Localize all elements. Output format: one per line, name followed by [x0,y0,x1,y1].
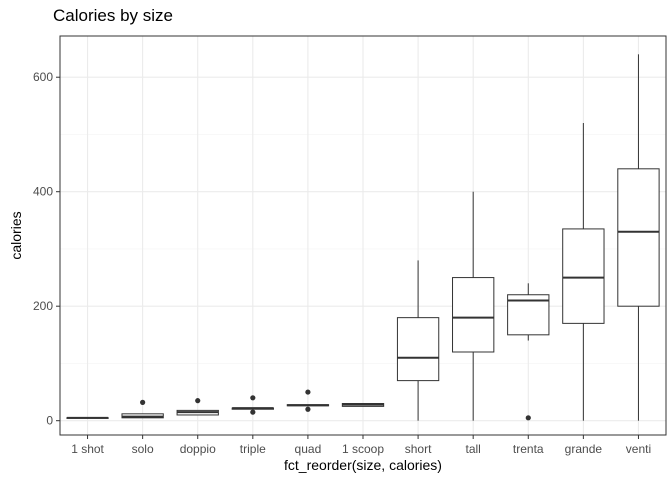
chart-title: Calories by size [53,6,173,25]
box-venti [617,54,660,421]
x-tick-label: doppio [180,442,216,456]
box-1-shot [66,416,109,419]
box-1-scoop [341,403,385,407]
box-solo [121,399,164,419]
box-grande [562,123,605,421]
outlier-point [525,415,531,421]
x-tick-label: triple [240,442,266,456]
x-tick-label: short [405,442,432,456]
iqr-box [396,317,440,382]
outlier-point [195,398,201,404]
iqr-box [562,228,605,324]
x-tick-label: 1 shot [71,442,104,456]
iqr-box [452,277,495,353]
outlier-point [305,406,311,412]
box-triple [231,395,274,415]
box-trenta [507,283,550,421]
y-tick-label: 200 [33,299,53,313]
outlier-point [250,395,256,401]
x-tick-label: venti [626,442,651,456]
y-tick-label: 400 [33,185,53,199]
box-quad [286,389,330,412]
box-short [396,260,440,421]
x-tick-label: trenta [513,442,544,456]
outlier-point [250,409,256,415]
outlier-point [305,389,311,395]
x-tick-label: grande [565,442,603,456]
outlier-point [140,399,146,405]
x-tick-label: solo [132,442,154,456]
x-tick-label: quad [295,442,322,456]
box-doppio [176,398,219,416]
y-axis-title: calories [8,211,24,259]
box-tall [452,191,495,421]
iqr-box [617,168,660,307]
x-tick-label: tall [466,442,481,456]
x-tick-label: 1 scoop [342,442,384,456]
x-axis-title: fct_reorder(size, calories) [284,457,442,473]
y-tick-label: 0 [46,414,53,428]
y-tick-label: 600 [33,70,53,84]
